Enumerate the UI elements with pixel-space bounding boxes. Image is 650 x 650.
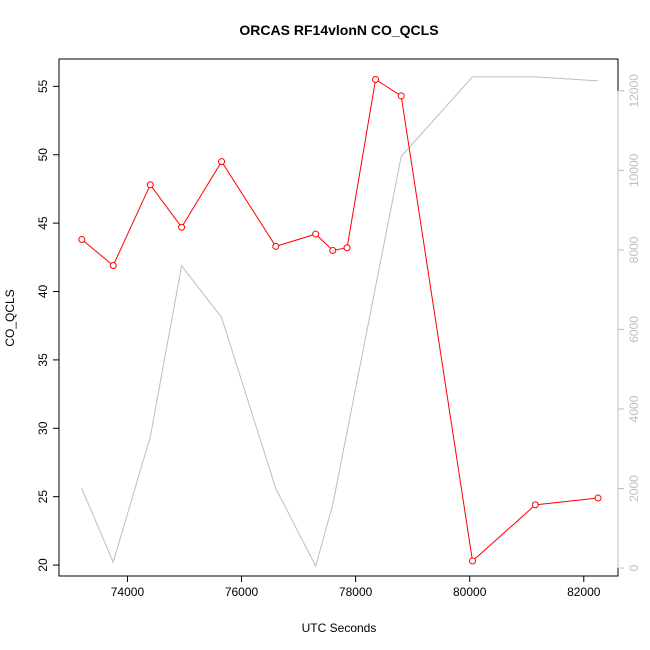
y-tick-label-left: 35: [36, 353, 50, 367]
data-point: [312, 230, 320, 238]
y-tick-label-right: 4000: [627, 395, 641, 422]
plot-frame: [58, 58, 619, 577]
data-point: [178, 223, 186, 231]
series-line-left: [81, 78, 599, 562]
x-tick-label: 82000: [567, 585, 601, 599]
data-point: [78, 236, 86, 244]
x-tick-label: 80000: [453, 585, 487, 599]
data-point: [397, 92, 405, 100]
series-layer: [78, 76, 602, 568]
y-tick-label-right: 12000: [627, 74, 641, 108]
data-point: [329, 246, 337, 254]
x-tick-label: 78000: [339, 585, 373, 599]
y-tick-label-left: 25: [36, 490, 50, 504]
y-tick-label-left: 30: [36, 421, 50, 435]
x-axis: 74000 76000 78000 80000 82000: [111, 575, 601, 599]
x-tick-label: 76000: [225, 585, 259, 599]
y-tick-label-right: 8000: [627, 236, 641, 263]
data-point: [146, 181, 154, 189]
data-point: [594, 494, 602, 502]
data-point: [218, 158, 226, 166]
series-line-right: [81, 76, 599, 568]
y-tick-label-right: 0: [627, 564, 641, 571]
y-tick-label-left: 20: [36, 558, 50, 572]
y-axis-right: 0 2000 4000 6000 8000 10000 12000: [617, 74, 641, 571]
data-point: [531, 501, 539, 509]
x-tick-label: 74000: [111, 585, 145, 599]
y-tick-label-right: 10000: [627, 153, 641, 187]
chart-title: ORCAS RF14vlonN CO_QCLS: [239, 22, 438, 38]
y-axis-label: CO_QCLS: [3, 289, 17, 346]
data-point: [272, 242, 280, 250]
data-point: [109, 262, 117, 270]
data-point: [343, 244, 351, 252]
y-tick-label-left: 45: [36, 216, 50, 230]
y-tick-label-left: 50: [36, 148, 50, 162]
data-point: [372, 76, 380, 84]
y-tick-label-left: 40: [36, 285, 50, 299]
y-tick-label-right: 2000: [627, 475, 641, 502]
y-tick-label-right: 6000: [627, 316, 641, 343]
x-axis-label: UTC Seconds: [302, 621, 377, 635]
y-axis-left: 20 25 30 35 40 45 50 55: [36, 79, 60, 572]
y-tick-label-left: 55: [36, 79, 50, 93]
data-point: [469, 557, 477, 565]
